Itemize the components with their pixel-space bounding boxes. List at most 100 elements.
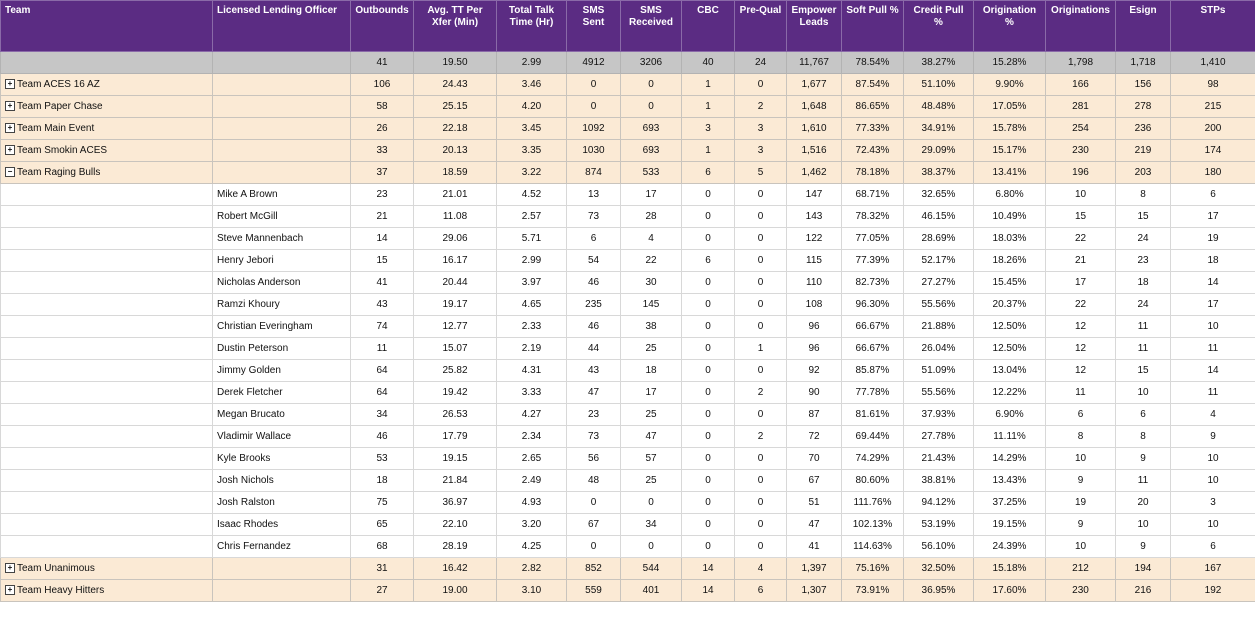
esign-cell: 10	[1115, 381, 1171, 404]
sms-received-cell: 18	[620, 359, 682, 382]
column-header-soft-pull[interactable]: Soft Pull %	[841, 0, 904, 52]
sms-received-cell: 28	[620, 205, 682, 228]
expand-icon[interactable]: +	[5, 145, 15, 156]
expand-icon[interactable]: +	[5, 101, 15, 112]
credit-pull-cell: 34.91%	[903, 117, 974, 140]
sms-sent-cell: 56	[566, 447, 621, 470]
credit-pull-cell: 48.48%	[903, 95, 974, 118]
column-header-cbc[interactable]: CBC	[681, 0, 735, 52]
total-talk-time-hr-cell: 2.82	[496, 557, 567, 580]
team-cell	[0, 425, 213, 448]
team-row[interactable]: + Team Smokin ACES 33 20.13 3.35 1030 693 1 3 1,5…	[0, 139, 1255, 162]
pre-qual-cell: 0	[734, 249, 787, 272]
sms-sent-cell: 43	[566, 359, 621, 382]
team-cell: + Team ACES 16 AZ	[0, 73, 213, 96]
team-row[interactable]: + Team ACES 16 AZ 106 24.43 3.46 0 0 1 0 1,677 87.…	[0, 73, 1255, 96]
expand-icon[interactable]: +	[5, 79, 15, 90]
totals-officer-cell	[212, 51, 351, 74]
esign-cell: 11	[1115, 315, 1171, 338]
total-talk-time-hr-cell: 2.65	[496, 447, 567, 470]
sms-sent-cell: 67	[566, 513, 621, 536]
collapse-icon[interactable]: −	[5, 167, 15, 178]
expand-icon[interactable]: +	[5, 123, 15, 134]
outbounds-cell: 43	[350, 293, 414, 316]
cbc-cell: 0	[681, 447, 735, 470]
officer-row: Kyle Brooks 53 19.15 2.65 56 57 0 0 70 74.29% 21.4…	[0, 447, 1255, 470]
sms-received-cell: 30	[620, 271, 682, 294]
column-header-credit-pull[interactable]: Credit Pull %	[903, 0, 974, 52]
header-row: Team Licensed Lending Officer Outbounds Avg…	[0, 0, 1255, 52]
soft-pull-cell: 96.30%	[841, 293, 904, 316]
team-row[interactable]: + Team Paper Chase 58 25.15 4.20 0 0 1 2 1,648 86.…	[0, 95, 1255, 118]
column-header-sms-received[interactable]: SMS Received	[620, 0, 682, 52]
team-row[interactable]: + Team Main Event 26 22.18 3.45 1092 693 3 3 1,61…	[0, 117, 1255, 140]
officer-row: Jimmy Golden 64 25.82 4.31 43 18 0 0 92 85.87% 51.…	[0, 359, 1255, 382]
outbounds-cell: 31	[350, 557, 414, 580]
sms-received-cell: 693	[620, 139, 682, 162]
outbounds-cell: 21	[350, 205, 414, 228]
empower-leads-cell: 108	[786, 293, 842, 316]
column-header-empower-leads[interactable]: Empower Leads	[786, 0, 842, 52]
avg-tt-per-xfer-min-cell: 21.01	[413, 183, 497, 206]
total-talk-time-hr-cell: 3.33	[496, 381, 567, 404]
stps-cell: 11	[1170, 381, 1255, 404]
column-header-outbounds[interactable]: Outbounds	[350, 0, 414, 52]
empower-leads-cell: 96	[786, 315, 842, 338]
total-talk-time-hr-cell: 4.31	[496, 359, 567, 382]
team-cell	[0, 491, 213, 514]
column-header-avg-tt-per-xfer-min[interactable]: Avg. TT Per Xfer (Min)	[413, 0, 497, 52]
soft-pull-cell: 73.91%	[841, 579, 904, 602]
stps-cell: 174	[1170, 139, 1255, 162]
originations-cell: 6	[1045, 403, 1116, 426]
team-cell	[0, 315, 213, 338]
team-row[interactable]: + Team Unanimous 31 16.42 2.82 852 544 14 4 1,397…	[0, 557, 1255, 580]
sms-received-cell: 533	[620, 161, 682, 184]
credit-pull-cell: 51.10%	[903, 73, 974, 96]
pre-qual-cell: 0	[734, 469, 787, 492]
column-header-pre-qual[interactable]: Pre-Qual	[734, 0, 787, 52]
total-cbc: 40	[681, 51, 735, 74]
esign-cell: 194	[1115, 557, 1171, 580]
stps-cell: 10	[1170, 315, 1255, 338]
credit-pull-cell: 32.50%	[903, 557, 974, 580]
team-row[interactable]: + Team Heavy Hitters 27 19.00 3.10 559 401 14 6 1…	[0, 579, 1255, 602]
total-talk-time-hr-cell: 4.65	[496, 293, 567, 316]
credit-pull-cell: 27.27%	[903, 271, 974, 294]
team-cell: + Team Main Event	[0, 117, 213, 140]
column-header-sms-sent[interactable]: SMS Sent	[566, 0, 621, 52]
column-header-originations[interactable]: Originations	[1045, 0, 1116, 52]
cbc-cell: 0	[681, 469, 735, 492]
avg-tt-per-xfer-min-cell: 21.84	[413, 469, 497, 492]
officer-name-cell	[212, 95, 351, 118]
column-header-esign[interactable]: Esign	[1115, 0, 1171, 52]
column-header-team[interactable]: Team	[0, 0, 213, 52]
team-name: Team ACES 16 AZ	[17, 78, 100, 90]
officer-name-cell	[212, 117, 351, 140]
origination-cell: 15.45%	[973, 271, 1046, 294]
column-header-origination[interactable]: Origination %	[973, 0, 1046, 52]
origination-cell: 17.05%	[973, 95, 1046, 118]
expand-icon[interactable]: +	[5, 585, 15, 596]
column-header-licensed-lending-officer[interactable]: Licensed Lending Officer	[212, 0, 351, 52]
sms-received-cell: 693	[620, 117, 682, 140]
officer-name-cell: Steve Mannenbach	[212, 227, 351, 250]
total-talk-time-hr-cell: 2.57	[496, 205, 567, 228]
officer-name-cell: Derek Fletcher	[212, 381, 351, 404]
esign-cell: 24	[1115, 293, 1171, 316]
column-header-total-talk-time-hr[interactable]: Total Talk Time (Hr)	[496, 0, 567, 52]
cbc-cell: 0	[681, 535, 735, 558]
column-header-stps[interactable]: STPs	[1170, 0, 1255, 52]
officer-name-cell: Kyle Brooks	[212, 447, 351, 470]
team-row[interactable]: − Team Raging Bulls 37 18.59 3.22 874 533 6 5 1,4…	[0, 161, 1255, 184]
sms-received-cell: 22	[620, 249, 682, 272]
avg-tt-per-xfer-min-cell: 15.07	[413, 337, 497, 360]
expand-icon[interactable]: +	[5, 563, 15, 574]
stps-cell: 4	[1170, 403, 1255, 426]
officer-row: Megan Brucato 34 26.53 4.27 23 25 0 0 87 81.61% 37…	[0, 403, 1255, 426]
sms-sent-cell: 73	[566, 425, 621, 448]
origination-cell: 14.29%	[973, 447, 1046, 470]
outbounds-cell: 41	[350, 271, 414, 294]
stps-cell: 17	[1170, 293, 1255, 316]
avg-tt-per-xfer-min-cell: 19.15	[413, 447, 497, 470]
sms-sent-cell: 0	[566, 73, 621, 96]
